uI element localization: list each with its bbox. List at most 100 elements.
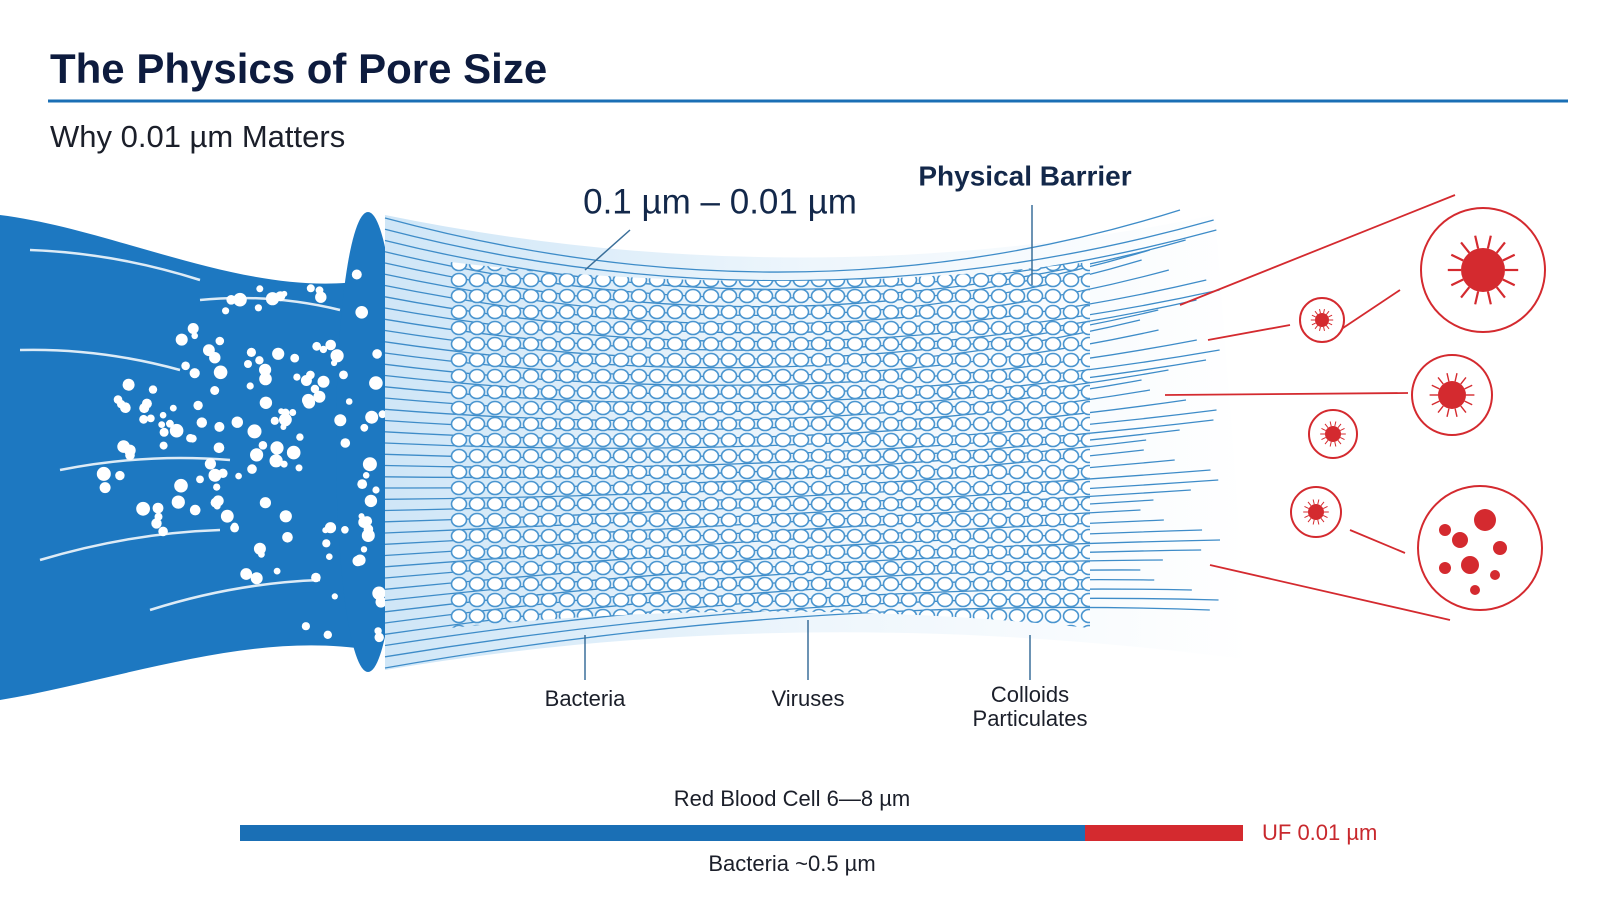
blood-cell <box>1474 509 1496 531</box>
droplet <box>154 504 161 512</box>
virus-core <box>1308 504 1324 520</box>
fiber <box>384 219 1214 282</box>
membrane-mouth <box>336 212 400 672</box>
spike <box>1454 408 1458 417</box>
pore-range: 0.1 µm – 0.01 µm <box>583 182 857 221</box>
droplet <box>313 390 326 403</box>
droplet <box>355 306 369 319</box>
droplet <box>204 458 216 470</box>
blood-cell <box>1493 541 1507 555</box>
contaminant-label: Colloids <box>991 682 1069 707</box>
virus-core <box>1438 381 1466 409</box>
spike <box>1321 427 1327 431</box>
droplet <box>369 376 383 390</box>
droplet <box>218 468 228 478</box>
spike <box>1323 326 1325 332</box>
droplet <box>226 295 236 305</box>
droplet <box>293 373 301 381</box>
droplet <box>169 404 177 412</box>
droplet <box>247 424 262 439</box>
spike <box>1322 515 1328 519</box>
spike <box>1314 325 1319 330</box>
fiber <box>384 606 1210 669</box>
spike <box>1464 400 1473 406</box>
droplet <box>175 333 188 346</box>
droplet <box>281 408 290 417</box>
droplet <box>212 495 224 507</box>
pathogens <box>1164 194 1546 621</box>
droplet <box>247 464 257 474</box>
leader-line <box>584 229 631 271</box>
droplet <box>250 448 264 462</box>
droplet <box>169 423 184 438</box>
spike <box>1328 322 1333 326</box>
droplet <box>230 523 240 533</box>
droplet <box>306 284 315 293</box>
droplet <box>330 349 344 363</box>
droplet <box>273 567 281 575</box>
droplet <box>159 411 167 419</box>
droplet <box>365 410 379 424</box>
spike <box>1437 405 1444 413</box>
pathogen-ring <box>1417 485 1543 611</box>
spike <box>1324 439 1329 445</box>
pointer-line <box>1349 529 1406 554</box>
droplet <box>269 454 283 468</box>
scale-bottom-label: Bacteria ~0.5 µm <box>708 851 875 876</box>
droplet <box>209 352 221 364</box>
droplet <box>331 359 338 367</box>
spike <box>1322 505 1328 509</box>
droplet <box>99 482 111 494</box>
contaminant-label: Particulates <box>973 706 1088 731</box>
droplet <box>357 479 368 489</box>
droplet <box>146 414 155 423</box>
spike <box>1320 501 1325 507</box>
spike <box>1304 505 1310 509</box>
droplet <box>372 349 382 359</box>
droplet <box>364 494 378 508</box>
droplet <box>189 368 200 379</box>
spike <box>1486 291 1492 305</box>
droplet <box>282 532 293 543</box>
contaminant-label: Viruses <box>772 686 845 711</box>
droplet <box>279 510 292 523</box>
droplet <box>326 553 333 560</box>
blood-cell <box>1461 556 1479 574</box>
droplet <box>233 292 247 307</box>
spike <box>1502 278 1516 287</box>
spike <box>1464 384 1473 390</box>
droplet <box>208 468 222 482</box>
spike <box>1328 314 1333 318</box>
droplet <box>246 347 256 357</box>
blood-cell <box>1470 585 1480 595</box>
spike <box>1460 377 1467 385</box>
droplet <box>186 434 195 443</box>
droplet <box>378 410 387 419</box>
droplet <box>244 360 252 368</box>
spike <box>1334 421 1337 427</box>
droplet <box>334 414 347 427</box>
streak <box>149 578 321 612</box>
droplet <box>159 427 169 437</box>
spike <box>1319 326 1321 332</box>
droplet <box>289 409 297 416</box>
spike <box>1329 441 1332 447</box>
droplet <box>246 382 254 390</box>
droplet <box>317 375 330 388</box>
droplet <box>193 400 203 411</box>
blood-cell <box>1439 562 1451 574</box>
spike <box>1314 310 1319 315</box>
subtitle: Why 0.01 µm Matters <box>50 119 345 154</box>
contaminant-label: Bacteria <box>545 686 626 711</box>
droplet <box>319 345 328 354</box>
droplet <box>189 504 201 516</box>
spike <box>1446 408 1450 417</box>
droplet <box>336 647 350 661</box>
scale-end-label: UF 0.01 µm <box>1262 820 1377 845</box>
droplet <box>113 395 123 404</box>
virus-core <box>1325 426 1341 442</box>
droplet <box>181 361 190 371</box>
spike <box>1450 278 1464 287</box>
spike <box>1312 499 1315 505</box>
spike <box>1337 439 1342 445</box>
